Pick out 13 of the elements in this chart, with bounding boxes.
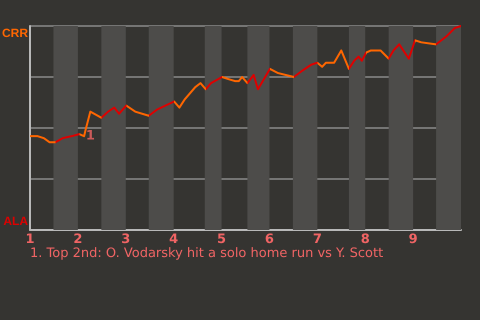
x-tick-label: 8 <box>360 232 370 247</box>
x-tick-label: 9 <box>408 232 418 247</box>
x-tick-label: 6 <box>264 232 274 247</box>
text: 1. Top 2nd: O. Vodarsky hit a solo home run vs Y. Scott <box>30 246 384 261</box>
x-tick-label: 4 <box>169 232 178 247</box>
x-tick-label: 1 <box>25 232 35 247</box>
x-tick-label: 7 <box>312 232 322 247</box>
text: ALA <box>3 214 28 228</box>
x-tick-label: 2 <box>73 232 82 247</box>
text: CRR <box>2 26 28 40</box>
x-tick-label: 5 <box>217 232 226 247</box>
annotation: 1 <box>86 128 95 144</box>
x-tick-label: 3 <box>121 232 130 247</box>
